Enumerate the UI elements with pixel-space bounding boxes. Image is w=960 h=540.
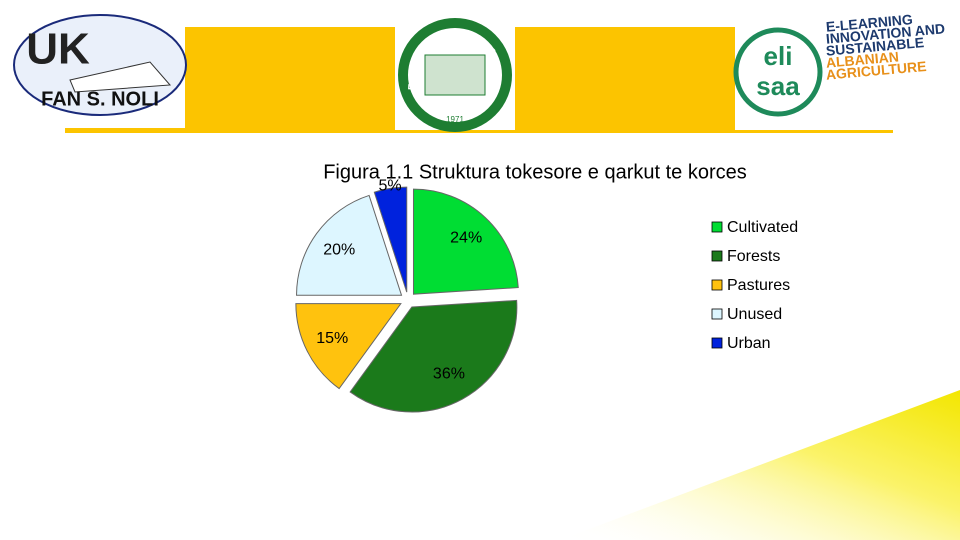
chart-title: Figura 1.1 Struktura tokesore e qarkut t… bbox=[323, 161, 747, 183]
logo-name: FAN S. NOLI bbox=[41, 88, 159, 110]
right-logo-line: ALBANIAN bbox=[825, 48, 899, 70]
header-rule bbox=[65, 128, 893, 133]
legend-swatch bbox=[711, 221, 723, 233]
right-logo-mark: eli bbox=[764, 41, 793, 71]
pie-slice bbox=[296, 194, 403, 296]
legend: Cultivated Forests Pastures Unused Urban bbox=[711, 219, 798, 352]
pie-slice bbox=[349, 299, 518, 413]
data-label: 36% bbox=[433, 366, 465, 383]
legend-label: Unused bbox=[727, 306, 782, 323]
right-logo-mark: saa bbox=[756, 71, 800, 101]
data-labels: 24% 36% 15% 20% 5% bbox=[316, 178, 482, 383]
pie-slice bbox=[412, 188, 519, 295]
pie-slice bbox=[295, 303, 402, 390]
legend-swatch bbox=[711, 337, 723, 349]
corner-decoration bbox=[560, 390, 960, 540]
legend-swatch bbox=[711, 279, 723, 291]
legend-label: Pastures bbox=[727, 277, 790, 294]
right-logo-drop bbox=[733, 27, 823, 117]
right-logo-line: E-LEARNING bbox=[825, 11, 913, 35]
building-icon bbox=[424, 54, 486, 96]
legend-label: Urban bbox=[727, 335, 771, 352]
legend-swatch bbox=[711, 250, 723, 262]
logo-initials: UK bbox=[26, 25, 90, 74]
legend-swatch bbox=[711, 308, 723, 320]
legend-label: Forests bbox=[727, 248, 780, 265]
legend-box bbox=[705, 213, 827, 358]
data-label: 15% bbox=[316, 330, 348, 347]
legend-label: Cultivated bbox=[727, 219, 798, 236]
data-label: 20% bbox=[323, 241, 355, 258]
data-label: 5% bbox=[378, 178, 401, 195]
pie-slice bbox=[373, 186, 408, 293]
data-label: 24% bbox=[450, 229, 482, 246]
book-icon bbox=[69, 61, 172, 93]
pie bbox=[295, 186, 519, 413]
center-logo-year: 1971 bbox=[446, 115, 464, 124]
left-logo bbox=[13, 14, 187, 116]
